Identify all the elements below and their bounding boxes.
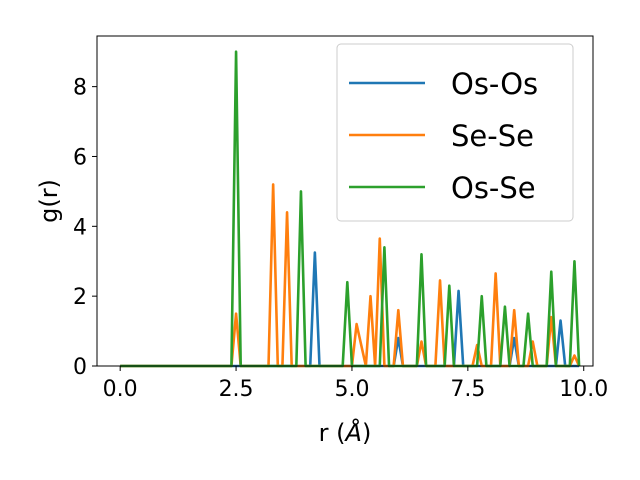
y-axis-label: g(r) <box>35 179 63 223</box>
y-axis: 0 2 4 6 8 <box>73 76 97 380</box>
x-axis: 0.0 2.5 5.0 7.5 10.0 <box>103 366 608 402</box>
x-tick-label: 7.5 <box>450 377 485 402</box>
y-tick-label: 2 <box>73 285 87 310</box>
x-tick-label: 2.5 <box>219 377 254 402</box>
x-axis-label: r (Å) <box>319 418 372 447</box>
x-tick-label: 5.0 <box>334 377 369 402</box>
axes-frame <box>96 35 594 367</box>
x-tick-label: 10.0 <box>559 377 608 402</box>
y-tick-label: 0 <box>73 355 87 380</box>
y-tick-label: 6 <box>73 145 87 170</box>
y-tick-label: 4 <box>73 215 87 240</box>
x-tick-label: 0.0 <box>103 377 138 402</box>
y-tick-label: 8 <box>73 76 87 101</box>
legend: Os-Os Se-Se Os-Se <box>336 43 574 222</box>
legend-label-os-os: Os-Os <box>451 67 538 101</box>
legend-frame <box>336 43 574 222</box>
legend-label-se-se: Se-Se <box>451 119 534 153</box>
legend-label-os-se: Os-Se <box>451 171 536 205</box>
